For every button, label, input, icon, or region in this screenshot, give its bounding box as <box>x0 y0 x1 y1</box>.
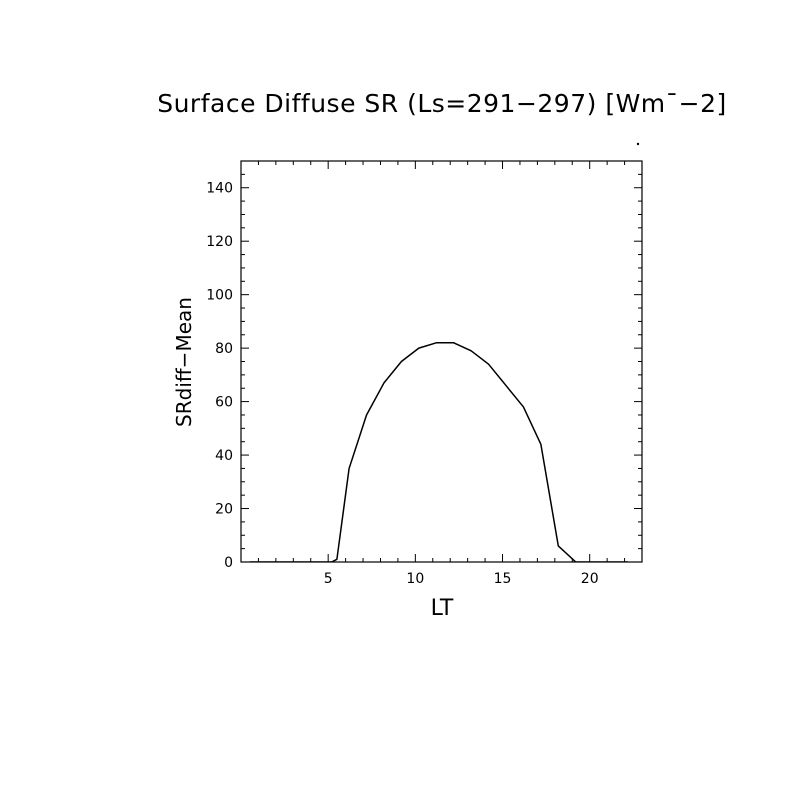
x-tick-label: 15 <box>494 571 512 587</box>
y-axis-label: SRdiff−Mean <box>172 297 196 427</box>
y-tick-label: 40 <box>215 448 233 464</box>
x-ticks: 5 10 15 20 <box>257 161 626 587</box>
x-tick-label: 20 <box>581 571 599 587</box>
y-tick-label: 120 <box>206 234 233 250</box>
plot-frame <box>240 160 643 563</box>
y-tick-label: 20 <box>215 502 233 518</box>
x-tick-label: 5 <box>324 571 333 587</box>
y-ticks: 0 20 40 60 80 100 120 140 <box>206 173 642 571</box>
x-tick-label: 10 <box>406 571 424 587</box>
y-tick-label: 100 <box>206 288 233 304</box>
y-tick-label: 140 <box>206 181 233 197</box>
series-group <box>249 342 629 562</box>
x-axis-label: LT <box>431 596 454 621</box>
y-tick-label: 0 <box>224 555 233 571</box>
chart-title: Surface Diffuse SR (Ls=291−297) [Wm¯−2] <box>157 89 727 118</box>
y-tick-label: 80 <box>215 341 233 357</box>
series-line-0 <box>249 342 629 562</box>
y-tick-label: 60 <box>215 395 233 411</box>
corner-dot <box>636 142 640 146</box>
